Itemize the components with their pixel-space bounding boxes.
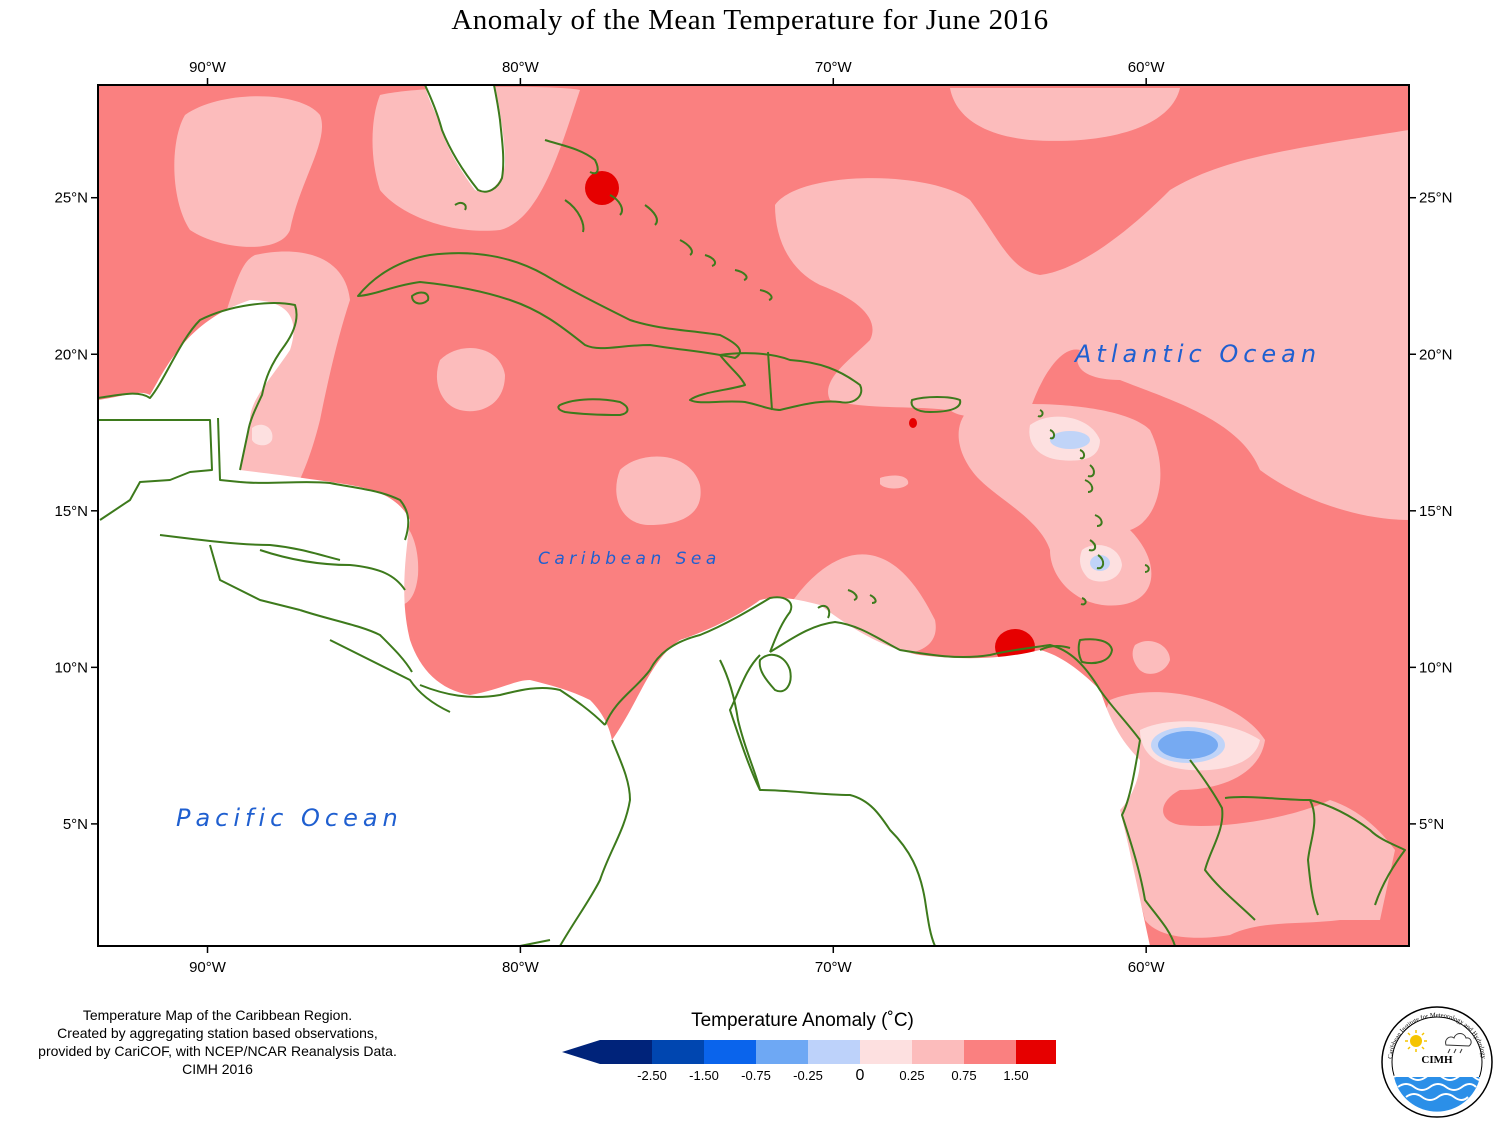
legend-color-bin (808, 1040, 860, 1064)
credit-line: Created by aggregating station based obs… (57, 1025, 378, 1041)
legend-title: Temperature Anomaly (˚C) (691, 1010, 914, 1031)
border-guyana (1121, 739, 1176, 946)
logo-abbreviation: CIMH (1421, 1054, 1453, 1066)
border-panama (419, 684, 606, 726)
lat-label-left: 25°N (54, 190, 88, 207)
cloud-rain-icon (1445, 1033, 1472, 1054)
border-cuba (357, 252, 741, 359)
legend-color-bin (860, 1040, 912, 1064)
border-nicaragua (259, 549, 406, 591)
lon-label-bottom: 60°W (1128, 959, 1166, 976)
lat-label-left: 5°N (63, 816, 88, 833)
lat-label-left: 10°N (54, 659, 88, 676)
anomaly-negative-spot (1090, 555, 1110, 571)
caribbean-sea-label: Caribbean Sea (538, 549, 721, 569)
legend-color-bin (756, 1040, 808, 1064)
border-florida (424, 85, 505, 193)
legend-tick-label: -0.75 (741, 1068, 771, 1083)
country-borders (98, 85, 1406, 946)
border-belize (217, 417, 241, 483)
legend-color-bin (1016, 1040, 1056, 1064)
legend-tick-label: -0.25 (793, 1068, 823, 1083)
border-puerto-rico (910, 396, 962, 413)
lat-label-right: 15°N (1419, 503, 1453, 520)
lon-label-top: 60°W (1128, 59, 1166, 76)
legend-tick-label: 2.50 (1055, 1068, 1056, 1083)
lat-label-right: 25°N (1419, 190, 1453, 207)
legend-labels: -2.50 -1.50 -0.75 -0.25 0 0.25 0.75 1.50 2.50 (637, 1067, 1056, 1084)
border-isla-juventud (411, 291, 430, 305)
graticule-ticks (91, 78, 1416, 953)
land-florida (425, 85, 505, 192)
lon-label-bottom: 80°W (502, 959, 540, 976)
anomaly-negative-spot (1050, 431, 1090, 449)
legend-color-bin (912, 1040, 964, 1064)
lon-label-top: 70°W (815, 59, 853, 76)
border-yucatan (98, 302, 298, 471)
legend-tick-label: -1.50 (689, 1068, 719, 1083)
anomaly-negative-spot (1158, 731, 1218, 759)
pacific-ocean-label: Pacific Ocean (176, 804, 403, 832)
legend-tick-label: -2.50 (637, 1068, 667, 1083)
border-trinidad (1077, 638, 1113, 665)
lon-label-top: 90°W (189, 59, 227, 76)
anomaly-field (98, 85, 1409, 946)
graticule-labels: 90°W 90°W 80°W 80°W 70°W 70°W 60°W 60°W 25°N 25°N… (54, 59, 1452, 976)
land-masks (98, 85, 1150, 946)
color-legend: -2.50 -1.50 -0.75 -0.25 0 0.25 0.75 1.50 2.50 (562, 1040, 1056, 1084)
legend-bins (562, 1040, 1056, 1064)
cimh-logo: CIMH Caribbean Institute for Meteorology… (1381, 1006, 1493, 1118)
credit-line: Temperature Map of the Caribbean Region. (82, 1007, 353, 1023)
border-hispaniola (689, 352, 863, 411)
border-jamaica (557, 398, 629, 416)
border-bahamas (544, 139, 599, 175)
lon-label-top: 80°W (502, 59, 540, 76)
border-haiti-dr (767, 351, 773, 411)
lon-label-bottom: 70°W (815, 959, 853, 976)
border-maracaibo (758, 653, 792, 693)
lat-label-right: 20°N (1419, 346, 1453, 363)
lat-label-left: 20°N (54, 346, 88, 363)
border-honduras (239, 481, 410, 541)
border-guatemala (98, 419, 213, 521)
credit-line: CIMH 2016 (182, 1061, 253, 1077)
border-costa-rica (329, 639, 451, 713)
border-venezuela-coast (769, 621, 1141, 741)
credit-line: provided by CariCOF, with NCEP/NCAR Rean… (38, 1043, 397, 1059)
border-colombia-coast (604, 596, 793, 726)
lat-label-right: 5°N (1419, 816, 1444, 833)
lon-label-bottom: 90°W (189, 959, 227, 976)
legend-tick-label: 0 (856, 1067, 865, 1084)
land-south-america (612, 597, 1150, 946)
legend-color-bin (652, 1040, 704, 1064)
legend-tick-label: 0.75 (951, 1068, 976, 1083)
sun-icon (1405, 1030, 1427, 1052)
legend-tick-label: 0.25 (899, 1068, 924, 1083)
legend-color-bin (964, 1040, 1016, 1064)
border-suriname (1224, 796, 1319, 916)
map-figure: 90°W 90°W 80°W 80°W 70°W 70°W 60°W 60°W 25°N 25°N… (54, 59, 1452, 976)
map-title: Anomaly of the Mean Temperature for June… (451, 4, 1049, 36)
legend-color-bin (562, 1040, 652, 1064)
land-central-america (98, 300, 612, 946)
border-lesser-antilles (1037, 409, 1044, 418)
border-colombia-venezuela (729, 654, 936, 946)
atlantic-ocean-label: Atlantic Ocean (1073, 340, 1321, 368)
map-credit: Temperature Map of the Caribbean Region.… (10, 1006, 425, 1078)
legend-tick-label: 1.50 (1003, 1068, 1028, 1083)
lat-label-right: 10°N (1419, 659, 1453, 676)
border-french-guiana (1309, 799, 1406, 906)
lat-label-left: 15°N (54, 503, 88, 520)
map-frame (97, 84, 1410, 947)
legend-color-bin (704, 1040, 756, 1064)
